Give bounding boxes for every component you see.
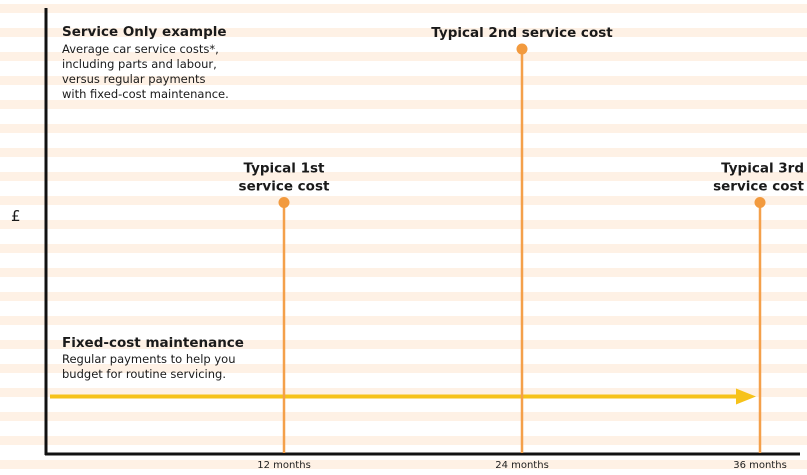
fixed-cost-annotation: Fixed-cost maintenance Regular payments …	[62, 335, 244, 381]
background-stripe	[0, 100, 807, 109]
background-stripe	[0, 124, 807, 133]
service-only-line: Average car service costs*,	[62, 42, 219, 56]
background-stripe	[0, 292, 807, 301]
y-axis-label: £	[11, 207, 21, 225]
background-stripe	[0, 4, 807, 13]
service-only-annotation: Service Only example Average car service…	[62, 24, 229, 101]
service-cost-dot	[516, 43, 528, 55]
background-stripe	[0, 28, 807, 37]
background-stripe	[0, 340, 807, 349]
fixed-cost-arrow-head	[736, 388, 756, 405]
background-stripe	[0, 388, 807, 397]
service-cost-label: service cost	[713, 179, 804, 195]
background-stripe	[0, 148, 807, 157]
service-only-line: with fixed-cost maintenance.	[62, 87, 229, 101]
background-stripe	[0, 76, 807, 85]
background-stripe	[0, 172, 807, 181]
service-cost-label: service cost	[239, 179, 330, 195]
fixed-cost-line: budget for routine servicing.	[62, 367, 226, 381]
background-stripe	[0, 196, 807, 205]
background-stripe	[0, 436, 807, 445]
background-stripe	[0, 412, 807, 421]
x-tick-label: 24 months	[495, 460, 549, 471]
fixed-cost-title: Fixed-cost maintenance	[62, 335, 244, 351]
background-stripe	[0, 268, 807, 277]
service-cost-label: Typical 3rd	[721, 161, 804, 177]
background-stripe	[0, 220, 807, 229]
service-cost-dot	[754, 197, 766, 209]
x-tick-label: 12 months	[257, 460, 311, 471]
service-only-line: versus regular payments	[62, 72, 206, 86]
service-cost-dot	[278, 197, 290, 209]
service-only-line: including parts and labour,	[62, 57, 217, 71]
x-tick-label: 36 months	[733, 460, 787, 471]
background-stripe	[0, 316, 807, 325]
background-stripe	[0, 460, 807, 469]
background-stripe	[0, 52, 807, 61]
service-only-title: Service Only example	[62, 24, 227, 40]
fixed-cost-line: Regular payments to help you	[62, 352, 235, 366]
service-cost-label: Typical 1st	[243, 161, 325, 177]
background-stripe	[0, 244, 807, 253]
background-stripe	[0, 364, 807, 373]
service-cost-label: Typical 2nd service cost	[431, 25, 613, 41]
